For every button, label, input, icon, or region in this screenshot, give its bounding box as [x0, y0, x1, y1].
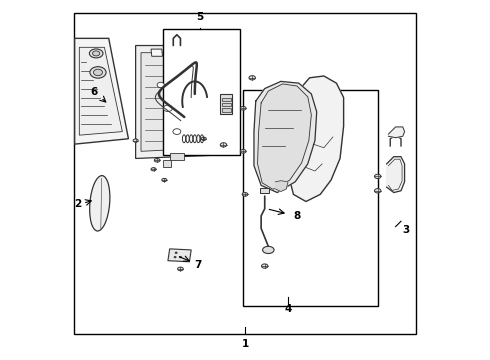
Text: 5: 5 — [196, 12, 204, 22]
Polygon shape — [79, 47, 122, 135]
Ellipse shape — [175, 252, 177, 254]
Polygon shape — [288, 76, 343, 202]
Ellipse shape — [93, 51, 100, 56]
Ellipse shape — [240, 107, 246, 110]
Ellipse shape — [179, 256, 181, 258]
Text: 3: 3 — [402, 225, 409, 235]
Bar — [221, 103, 231, 107]
Polygon shape — [275, 181, 288, 192]
Ellipse shape — [89, 49, 103, 58]
Ellipse shape — [154, 158, 160, 162]
Ellipse shape — [133, 139, 138, 142]
Ellipse shape — [242, 193, 248, 196]
Bar — [163, 30, 240, 155]
Polygon shape — [387, 157, 405, 193]
Ellipse shape — [157, 82, 164, 87]
Polygon shape — [151, 49, 163, 56]
Polygon shape — [254, 81, 317, 193]
Text: 2: 2 — [74, 199, 82, 210]
Ellipse shape — [162, 179, 167, 181]
Ellipse shape — [201, 137, 206, 140]
Bar — [220, 94, 232, 114]
Polygon shape — [141, 53, 213, 151]
Text: 7: 7 — [194, 260, 201, 270]
Ellipse shape — [164, 105, 172, 112]
Ellipse shape — [90, 67, 106, 78]
Ellipse shape — [374, 189, 381, 193]
Text: 1: 1 — [242, 339, 248, 349]
Polygon shape — [389, 127, 405, 138]
Ellipse shape — [174, 256, 176, 258]
Bar — [170, 153, 184, 160]
Bar — [163, 159, 172, 167]
Polygon shape — [136, 45, 221, 158]
Polygon shape — [168, 249, 191, 262]
Text: 4: 4 — [284, 304, 292, 314]
Ellipse shape — [177, 267, 183, 271]
Polygon shape — [260, 188, 270, 193]
Bar — [221, 108, 231, 112]
Bar — [74, 13, 416, 334]
Ellipse shape — [90, 176, 110, 231]
Ellipse shape — [151, 168, 156, 171]
Ellipse shape — [263, 246, 274, 253]
Ellipse shape — [173, 129, 181, 134]
Polygon shape — [258, 84, 311, 189]
Text: 8: 8 — [293, 211, 300, 221]
Ellipse shape — [262, 264, 268, 268]
Bar — [243, 90, 378, 306]
Ellipse shape — [220, 143, 227, 147]
Ellipse shape — [94, 69, 102, 76]
Ellipse shape — [240, 149, 246, 153]
Ellipse shape — [374, 174, 381, 179]
Text: 6: 6 — [90, 87, 98, 97]
Ellipse shape — [249, 76, 255, 80]
Polygon shape — [74, 39, 128, 144]
Bar — [221, 98, 231, 101]
